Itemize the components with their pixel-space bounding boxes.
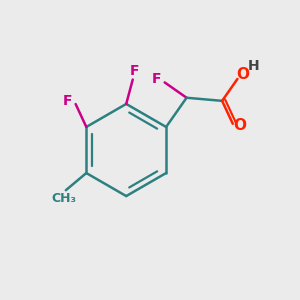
Text: F: F (152, 72, 161, 86)
Text: F: F (63, 94, 72, 107)
Text: CH₃: CH₃ (52, 192, 77, 205)
Text: O: O (233, 118, 246, 133)
Text: H: H (248, 59, 259, 73)
Text: F: F (130, 64, 139, 78)
Text: O: O (236, 67, 249, 82)
